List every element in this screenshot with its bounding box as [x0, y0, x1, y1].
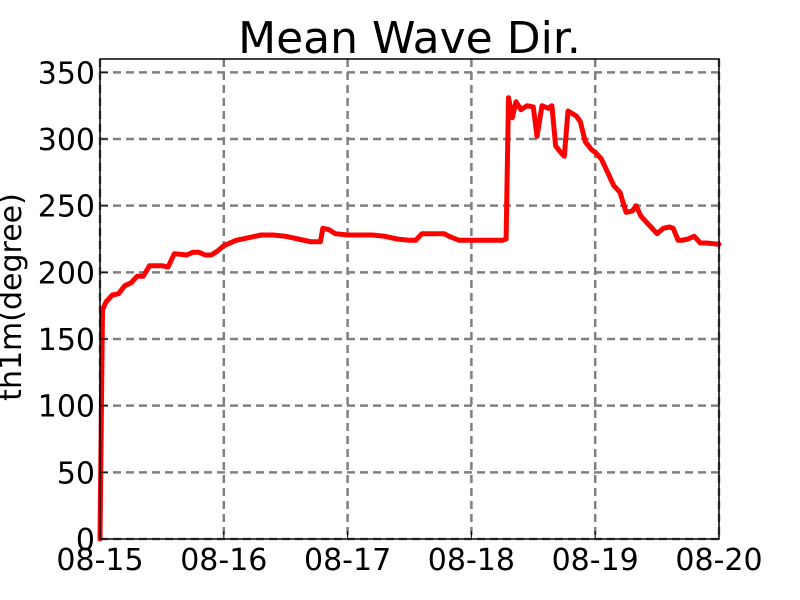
plot-frame: [99, 58, 720, 540]
y-tick-label: 0: [76, 523, 95, 558]
grid: [98, 59, 721, 541]
y-tick-label: 350: [38, 56, 95, 91]
ticks: 08-15 08-16 08-17 08-18 08-19 08-20 0 50 100 150 2…: [38, 56, 763, 578]
x-tick-label: 08-17: [304, 543, 391, 578]
y-tick-label: 50: [57, 456, 95, 491]
y-tick-label: 200: [38, 256, 95, 291]
x-tick-label: 08-19: [552, 543, 639, 578]
y-axis-label: th1m(degree): [0, 193, 29, 401]
chart-title: Mean Wave Dir.: [238, 13, 581, 64]
y-tick-label: 100: [38, 390, 95, 425]
y-tick-label: 300: [38, 123, 95, 158]
y-tick-label: 250: [38, 190, 95, 225]
x-tick-label: 08-18: [428, 543, 515, 578]
x-tick-label: 08-15: [56, 543, 143, 578]
series-line: [97, 95, 722, 542]
x-tick-label: 08-20: [675, 543, 762, 578]
x-tick-label: 08-16: [180, 543, 267, 578]
y-tick-label: 150: [38, 323, 95, 358]
series-layer: [97, 95, 722, 542]
